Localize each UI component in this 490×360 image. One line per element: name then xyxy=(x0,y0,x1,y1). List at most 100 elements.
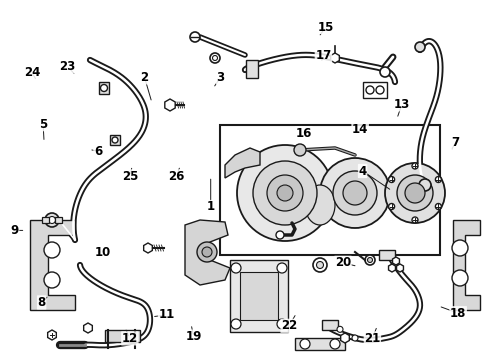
Circle shape xyxy=(44,272,60,288)
Polygon shape xyxy=(165,99,175,111)
Circle shape xyxy=(248,64,256,72)
Circle shape xyxy=(277,263,287,273)
Circle shape xyxy=(452,240,468,256)
Circle shape xyxy=(389,176,394,183)
Text: 25: 25 xyxy=(122,170,138,183)
Text: 9: 9 xyxy=(11,224,19,237)
Polygon shape xyxy=(48,330,56,340)
Polygon shape xyxy=(389,264,395,272)
Text: 11: 11 xyxy=(158,309,175,321)
Circle shape xyxy=(389,203,394,210)
Text: 10: 10 xyxy=(95,246,111,258)
Bar xyxy=(322,320,338,330)
Text: 23: 23 xyxy=(59,60,76,73)
Text: 21: 21 xyxy=(364,332,381,345)
Circle shape xyxy=(419,179,431,191)
Text: 5: 5 xyxy=(39,118,47,131)
Circle shape xyxy=(333,171,377,215)
Polygon shape xyxy=(84,323,92,333)
Circle shape xyxy=(337,326,343,332)
Circle shape xyxy=(237,145,333,241)
Circle shape xyxy=(267,175,303,211)
Text: 2: 2 xyxy=(141,71,148,84)
Circle shape xyxy=(250,66,254,70)
Polygon shape xyxy=(185,220,230,285)
Circle shape xyxy=(397,175,433,211)
Bar xyxy=(220,125,440,255)
Polygon shape xyxy=(453,220,480,310)
Bar xyxy=(110,135,120,145)
Circle shape xyxy=(380,67,390,77)
Circle shape xyxy=(210,53,220,63)
Bar xyxy=(295,338,345,350)
Circle shape xyxy=(317,261,323,269)
Polygon shape xyxy=(331,53,340,63)
Polygon shape xyxy=(225,148,260,178)
Text: 8: 8 xyxy=(38,296,46,309)
Bar xyxy=(363,82,387,98)
Circle shape xyxy=(385,163,445,223)
Bar xyxy=(246,60,258,78)
Circle shape xyxy=(412,217,418,223)
Text: 16: 16 xyxy=(295,127,312,140)
Text: 19: 19 xyxy=(185,330,202,343)
Circle shape xyxy=(276,231,284,239)
Circle shape xyxy=(300,339,310,349)
Circle shape xyxy=(376,86,384,94)
Text: 4: 4 xyxy=(359,165,367,177)
Circle shape xyxy=(337,344,343,350)
Circle shape xyxy=(436,203,441,210)
Text: 15: 15 xyxy=(318,21,334,33)
Circle shape xyxy=(112,137,118,143)
Text: 13: 13 xyxy=(393,98,410,111)
Text: 18: 18 xyxy=(450,307,466,320)
Circle shape xyxy=(100,85,107,91)
Bar xyxy=(240,272,278,320)
Text: 14: 14 xyxy=(352,123,368,136)
Circle shape xyxy=(320,158,390,228)
Polygon shape xyxy=(144,243,152,253)
Circle shape xyxy=(213,55,218,60)
Circle shape xyxy=(352,335,358,341)
Circle shape xyxy=(415,42,425,52)
Circle shape xyxy=(366,86,374,94)
Circle shape xyxy=(452,270,468,286)
Bar xyxy=(55,217,62,223)
Circle shape xyxy=(330,339,340,349)
Circle shape xyxy=(190,32,200,42)
Bar xyxy=(230,260,288,332)
Text: 20: 20 xyxy=(335,256,351,269)
Circle shape xyxy=(412,163,418,169)
Text: 24: 24 xyxy=(24,66,40,78)
Circle shape xyxy=(436,176,441,183)
Circle shape xyxy=(294,144,306,156)
Text: 12: 12 xyxy=(122,332,138,345)
Bar xyxy=(105,330,140,342)
Circle shape xyxy=(368,257,372,262)
Polygon shape xyxy=(30,220,75,310)
Text: 26: 26 xyxy=(168,170,185,183)
Polygon shape xyxy=(396,264,403,272)
Circle shape xyxy=(405,183,425,203)
Circle shape xyxy=(253,161,317,225)
Circle shape xyxy=(365,255,375,265)
Text: 3: 3 xyxy=(217,71,224,84)
Polygon shape xyxy=(341,333,349,343)
Circle shape xyxy=(231,263,241,273)
Bar xyxy=(379,250,395,260)
Circle shape xyxy=(202,247,212,257)
Text: 6: 6 xyxy=(94,145,102,158)
Circle shape xyxy=(44,242,60,258)
Text: 7: 7 xyxy=(452,136,460,149)
Bar xyxy=(42,217,49,223)
Bar xyxy=(99,82,109,94)
Circle shape xyxy=(231,319,241,329)
Ellipse shape xyxy=(305,185,335,225)
Circle shape xyxy=(277,185,293,201)
Circle shape xyxy=(313,258,327,272)
Text: 17: 17 xyxy=(315,49,332,62)
Circle shape xyxy=(197,242,217,262)
Polygon shape xyxy=(392,257,399,265)
Circle shape xyxy=(277,319,287,329)
Circle shape xyxy=(45,213,59,227)
